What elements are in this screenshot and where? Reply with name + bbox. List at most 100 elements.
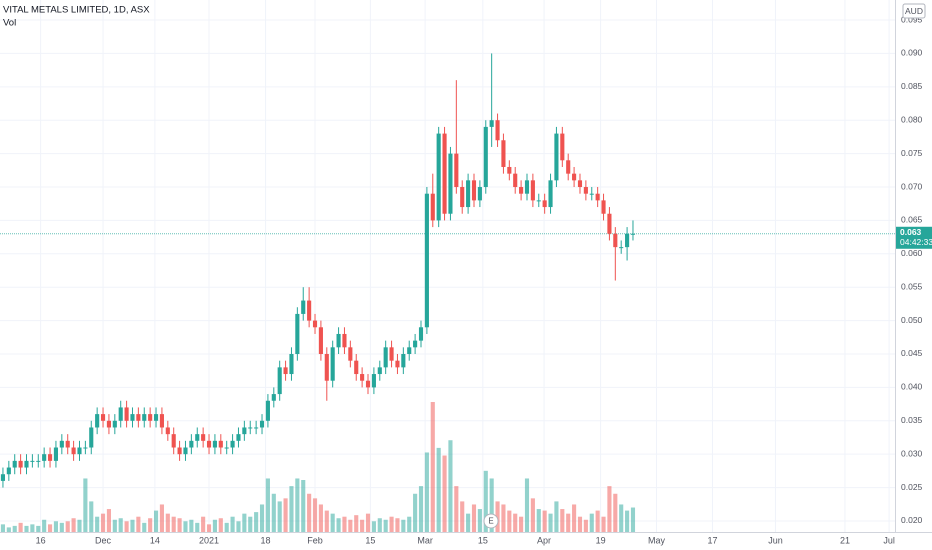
y-tick-label: 0.035 [901, 415, 923, 425]
volume-bar [430, 402, 435, 532]
volume-bar [24, 525, 29, 532]
volume-bar [148, 518, 153, 532]
volume-bar [47, 524, 53, 532]
volume-bar [277, 501, 282, 532]
candle-body [324, 353, 329, 381]
candle-body [318, 327, 323, 354]
volume-bar [542, 510, 547, 532]
x-tick-label: Jun [768, 535, 783, 545]
candle-body [259, 420, 265, 428]
candle-body [613, 233, 618, 248]
volume-bar [318, 504, 323, 532]
volume-bar [354, 515, 359, 532]
candle-body [236, 434, 241, 441]
candle-body [395, 360, 400, 368]
candle-body [360, 374, 365, 381]
candle-body [483, 126, 488, 188]
candle-body [6, 467, 11, 475]
y-tick-label: 0.045 [901, 348, 923, 358]
candle-body [195, 434, 200, 441]
candle-body [77, 447, 82, 455]
earnings-label[interactable]: E [488, 517, 493, 526]
volume-bar [371, 521, 376, 532]
x-tick-label: 2021 [199, 535, 219, 545]
volume-bar [118, 518, 123, 532]
volume-bar [242, 513, 247, 532]
candle-body [507, 166, 512, 174]
candle-body [607, 213, 612, 234]
volume-bar [454, 486, 459, 532]
y-tick-label: 0.085 [901, 81, 923, 91]
currency-box[interactable] [902, 3, 926, 19]
volume-bar [330, 513, 335, 532]
x-tick-label: Apr [537, 535, 551, 545]
candle-body [477, 187, 482, 201]
candle-body [36, 460, 41, 462]
volume-bar [401, 519, 406, 532]
candle-body [230, 440, 235, 448]
candle-body [248, 427, 253, 429]
y-tick-label: 0.060 [901, 248, 923, 258]
candle-body [30, 460, 35, 462]
volume-bar [577, 516, 583, 532]
volume-bar [530, 498, 535, 532]
volume-bar [53, 521, 58, 532]
candle-body [42, 454, 47, 461]
x-tick-label: 21 [840, 535, 850, 545]
volume-bar [477, 509, 482, 532]
volume-bar [259, 504, 265, 532]
volume-bar [348, 519, 353, 532]
candle-body [413, 340, 418, 348]
candle-body [625, 233, 630, 248]
volume-bar [153, 510, 159, 532]
volume-bar [224, 522, 229, 532]
candle-body [407, 347, 412, 354]
candle-body [65, 440, 70, 448]
candle-body [271, 394, 276, 401]
volume-bar [566, 513, 571, 532]
earnings-marker[interactable] [483, 513, 499, 529]
volume-bar [36, 525, 41, 532]
candle-body [424, 193, 429, 328]
candle-body [177, 447, 182, 455]
volume-bar [519, 516, 524, 532]
volume-bar [195, 522, 200, 532]
x-tick-label: 15 [478, 535, 488, 545]
candle-body [112, 420, 117, 428]
volume-bar [30, 524, 35, 532]
volume-bar [613, 493, 618, 532]
candle-body [59, 440, 64, 448]
candle-body [619, 247, 624, 249]
candle-body [377, 367, 382, 375]
candle-body [159, 414, 164, 428]
volume-bar [65, 521, 70, 532]
volume-bar [448, 440, 453, 532]
volume-bar [218, 518, 223, 532]
volume-bar [377, 518, 382, 532]
x-tick-label: 16 [36, 535, 46, 545]
candle-body [24, 460, 29, 468]
candle-body [583, 187, 588, 194]
candle-body [130, 414, 135, 421]
volume-bar [77, 519, 82, 532]
candle-body [601, 200, 606, 214]
volume-bar [165, 513, 170, 532]
last-price-label: 0.063 [900, 227, 922, 237]
volume-bar [6, 527, 11, 532]
y-tick-label: 0.065 [901, 215, 923, 225]
y-tick-label: 0.095 [901, 14, 923, 24]
candle-body [430, 193, 435, 221]
volume-bar [89, 501, 94, 532]
volume-bar [336, 518, 341, 532]
volume-bar [112, 519, 117, 532]
volume-bar [383, 519, 388, 532]
currency[interactable]: AUD [905, 6, 923, 16]
candle-body [100, 414, 106, 421]
volume-bar [583, 519, 588, 532]
candle-body [47, 454, 53, 461]
volume-bar [59, 522, 64, 532]
y-tick-label: 0.030 [901, 448, 923, 458]
candle-body [548, 180, 553, 208]
volume-bar [625, 510, 630, 532]
